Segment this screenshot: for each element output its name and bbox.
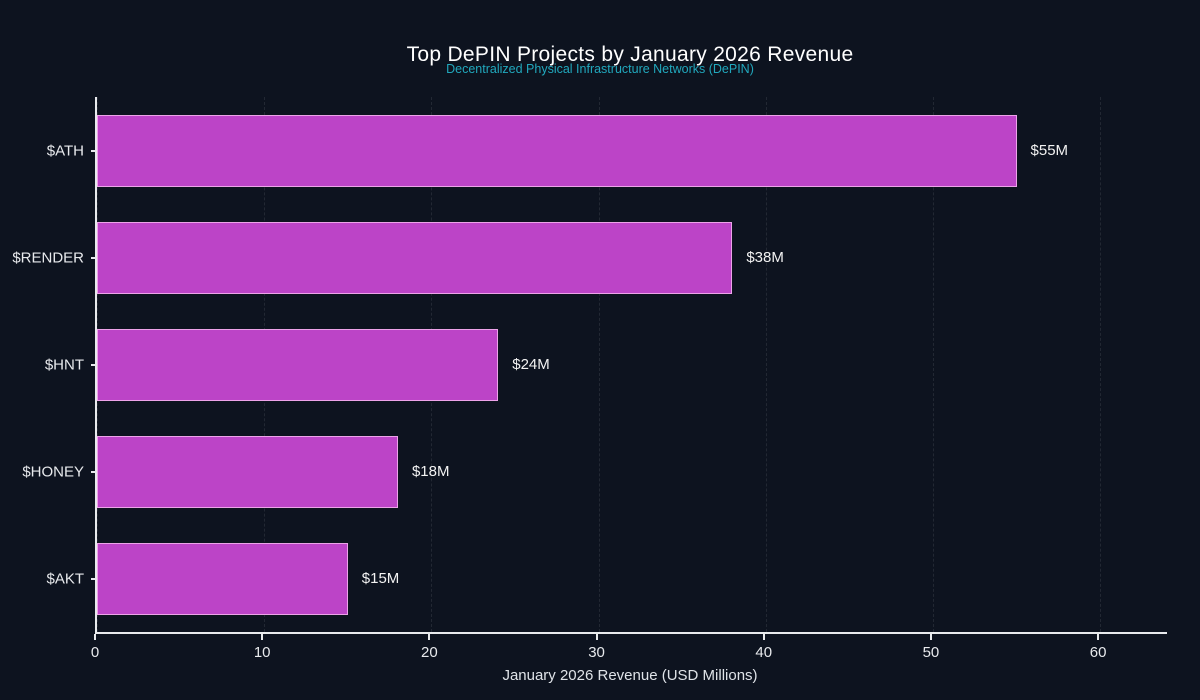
x-tick-mark <box>428 634 431 640</box>
x-tick-label: 60 <box>1089 644 1107 661</box>
bar <box>97 435 398 508</box>
y-tick-mark <box>91 149 97 152</box>
x-tick-mark <box>929 634 932 640</box>
x-tick-mark <box>94 634 96 640</box>
value-label: $24M <box>512 356 550 373</box>
gridline <box>1100 97 1102 632</box>
bar-row: $RENDER $38M <box>12 204 1167 311</box>
bar <box>97 221 733 294</box>
y-tick-mark <box>91 363 97 366</box>
x-tick-mark <box>762 634 765 640</box>
value-label: $38M <box>746 249 784 266</box>
x-tick-label: 30 <box>588 644 605 661</box>
x-tick-label: 50 <box>922 644 940 661</box>
bar-row: $AKT $15M <box>46 525 1167 632</box>
x-tick-mark <box>261 634 264 640</box>
category-label: $RENDER <box>12 249 84 266</box>
y-tick-mark <box>91 470 97 473</box>
gridline <box>598 97 600 632</box>
value-label: $55M <box>1030 142 1069 159</box>
x-axis-label: January 2026 Revenue (USD Millions) <box>502 667 758 684</box>
category-label: $ATH <box>46 142 84 159</box>
bar <box>97 542 348 615</box>
x-tick-label: 0 <box>90 644 100 661</box>
x-tick-label: 10 <box>253 644 271 661</box>
x-tick-mark <box>1097 634 1100 640</box>
value-label: $15M <box>361 570 400 587</box>
chart-subtitle: Decentralized Physical Infrastructure Ne… <box>446 62 754 76</box>
gridline <box>765 97 767 632</box>
bar <box>97 114 1017 187</box>
value-label: $18M <box>411 463 450 480</box>
bar-row: $ATH $55M <box>47 97 1167 204</box>
y-tick-mark <box>91 256 97 259</box>
y-tick-mark <box>91 577 97 580</box>
chart-title: Top DePIN Projects by January 2026 Reven… <box>406 43 854 66</box>
bar-row: $HONEY $18M <box>22 418 1167 525</box>
x-tick-mark <box>595 634 598 640</box>
bar <box>97 328 499 401</box>
bar-row: $HNT $24M <box>45 311 1167 418</box>
plot-area: $ATH $55M $RENDER $38M $HNT $24M $HONEY $18M $AK… <box>12 97 1167 634</box>
category-label: $HNT <box>44 356 84 373</box>
category-label: $AKT <box>46 570 84 587</box>
category-label: $HONEY <box>22 463 84 480</box>
gridline <box>932 97 934 632</box>
x-tick-label: 20 <box>421 644 438 661</box>
x-tick-label: 40 <box>755 644 773 661</box>
